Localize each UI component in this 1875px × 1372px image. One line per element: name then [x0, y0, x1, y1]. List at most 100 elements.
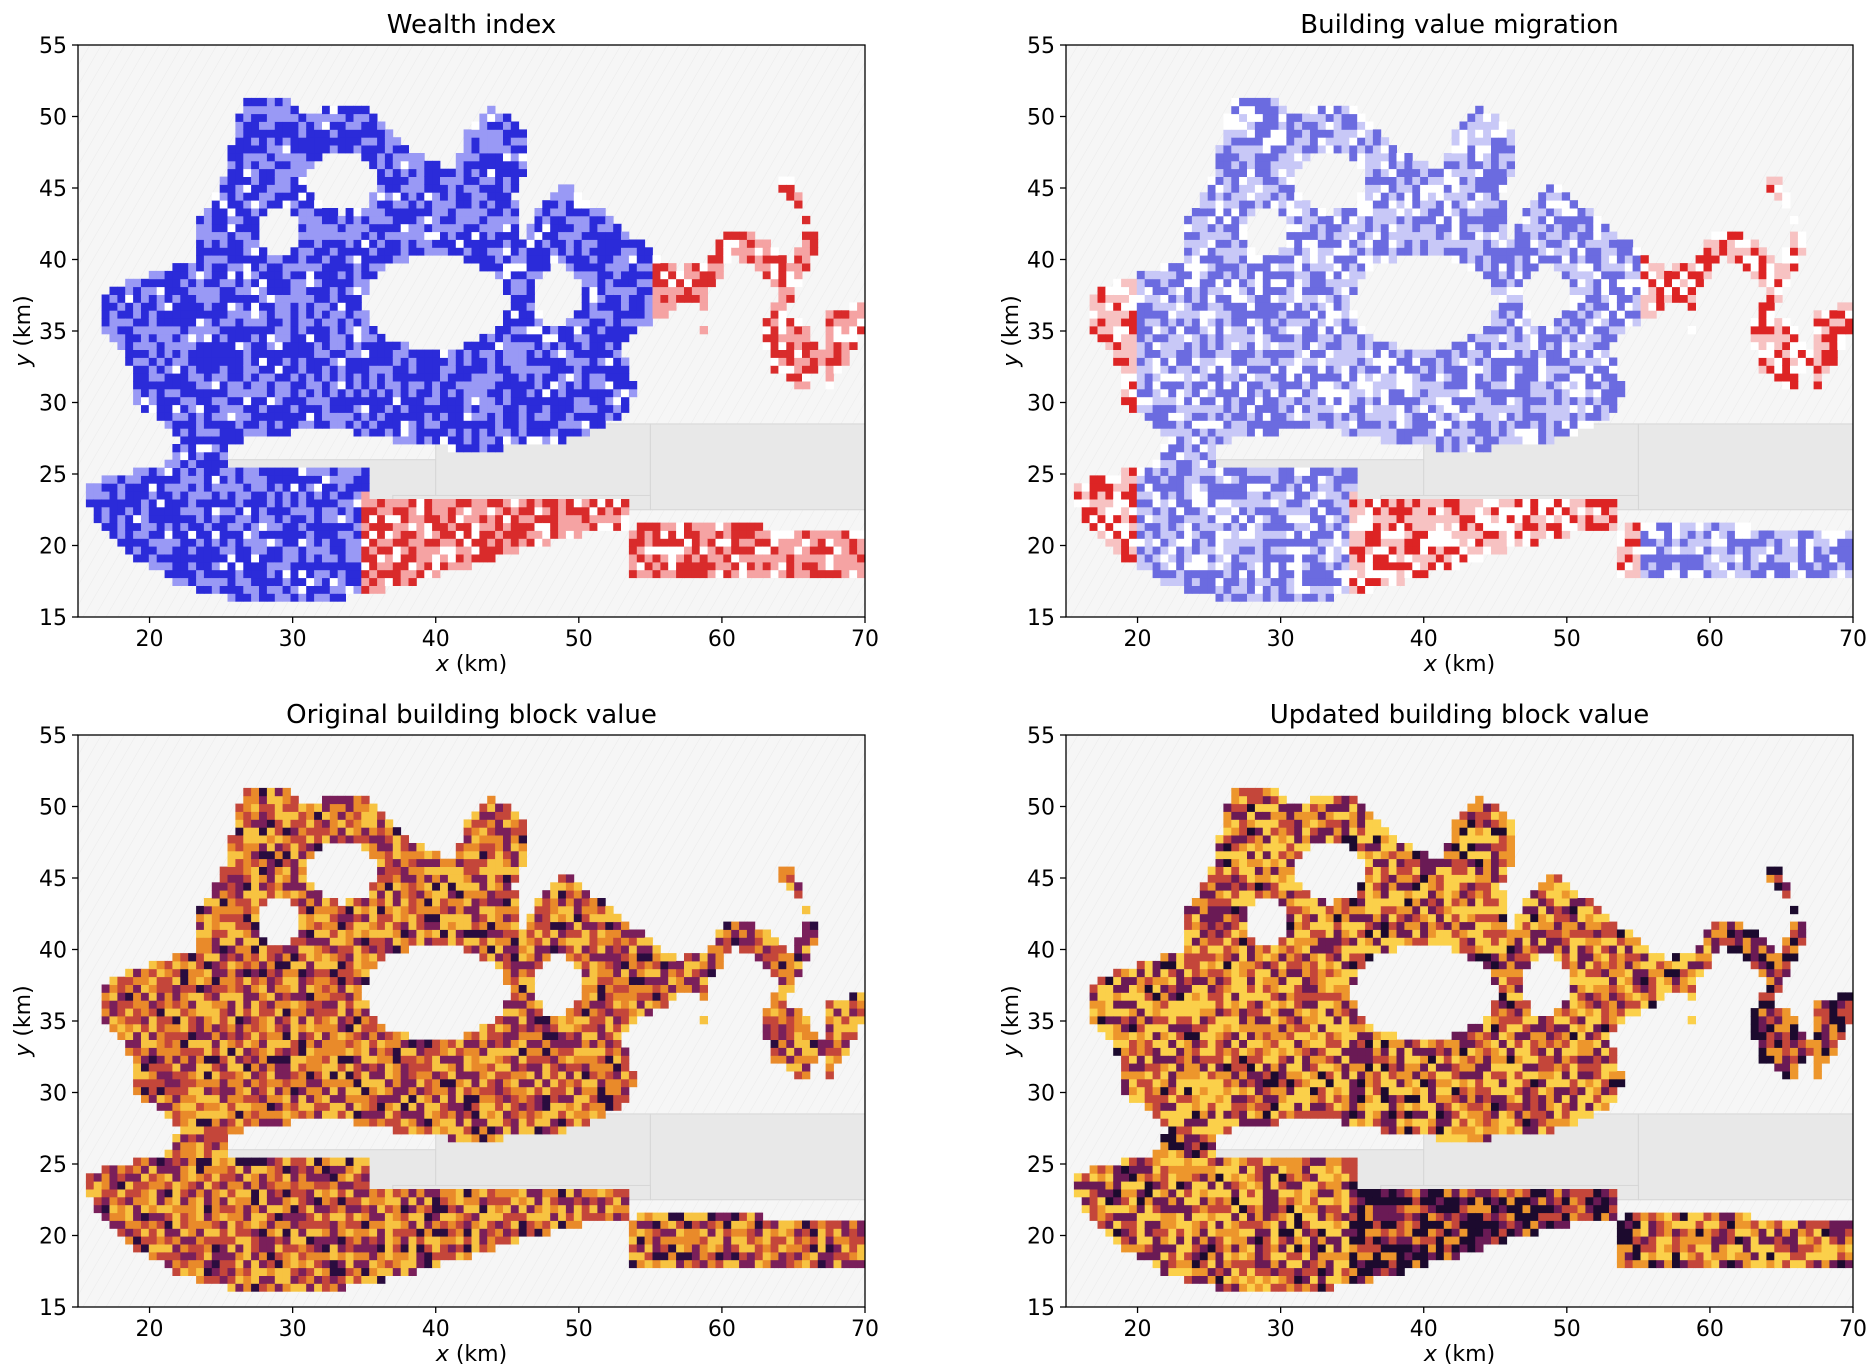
heatmap-cell	[266, 302, 276, 311]
heatmap-cell	[93, 483, 102, 492]
heatmap-cell	[203, 561, 213, 571]
heatmap-cell	[1333, 569, 1342, 579]
heatmap-cell	[306, 208, 315, 217]
heatmap-cell	[274, 506, 284, 516]
heatmap-cell	[1333, 341, 1342, 350]
heatmap-cell	[1254, 585, 1264, 594]
heatmap-cell	[558, 381, 567, 390]
heatmap-cell	[1184, 530, 1193, 539]
heatmap-cell	[282, 412, 291, 421]
heatmap-cell	[345, 396, 354, 406]
heatmap-cell	[495, 223, 504, 233]
heatmap-cell	[770, 333, 779, 343]
heatmap-cell	[455, 561, 465, 571]
heatmap-cell	[117, 483, 126, 492]
heatmap-cell	[1262, 113, 1272, 122]
heatmap-cell	[235, 192, 244, 201]
heatmap-cell	[1396, 168, 1405, 177]
heatmap-cell	[1349, 420, 1358, 429]
heatmap-cell	[416, 200, 425, 209]
heatmap-cell	[1176, 554, 1185, 563]
heatmap-cell	[1372, 341, 1382, 350]
heatmap-cell	[392, 381, 402, 390]
heatmap-cell	[621, 302, 630, 311]
heatmap-cell	[306, 404, 315, 413]
heatmap-cell	[1223, 121, 1232, 130]
heatmap-cell	[392, 137, 402, 146]
heatmap-cell	[487, 404, 496, 413]
heatmap-cell	[117, 514, 126, 524]
heatmap-cell	[345, 263, 354, 272]
heatmap-cell	[203, 585, 213, 594]
heatmap-cell	[219, 475, 228, 484]
heatmap-cell	[447, 499, 457, 508]
heatmap-cell	[463, 506, 472, 516]
heatmap-cell	[1207, 561, 1216, 571]
heatmap-cell	[699, 569, 708, 579]
heatmap-cell	[597, 388, 606, 398]
heatmap-cell	[1247, 475, 1256, 484]
heatmap-cell	[597, 263, 606, 272]
heatmap-cell	[1176, 538, 1185, 547]
heatmap-cell	[1278, 554, 1287, 563]
heatmap-cell	[621, 310, 630, 319]
heatmap-cell	[1341, 105, 1350, 115]
heatmap-cell	[416, 176, 425, 185]
heatmap-cell	[1333, 263, 1342, 272]
heatmap-cell	[487, 499, 496, 508]
heatmap-cell	[1247, 263, 1256, 272]
heatmap-cell	[1365, 168, 1374, 177]
heatmap-cell	[400, 412, 409, 421]
heatmap-cell	[290, 396, 299, 406]
heatmap-cell	[1294, 302, 1303, 311]
heatmap-cell	[377, 357, 386, 366]
heatmap-cell	[1168, 444, 1177, 453]
heatmap-cell	[298, 593, 307, 602]
heatmap-cell	[1144, 349, 1153, 358]
heatmap-cell	[1254, 200, 1264, 209]
heatmap-cell	[306, 247, 315, 256]
heatmap-cell	[306, 412, 315, 421]
heatmap-cell	[1302, 215, 1311, 225]
heatmap-cell	[1310, 381, 1319, 390]
heatmap-cell	[1286, 247, 1295, 256]
heatmap-cell	[1388, 215, 1397, 225]
heatmap-cell	[833, 318, 842, 327]
heatmap-cell	[227, 396, 236, 406]
heatmap-cell	[306, 278, 315, 288]
heatmap-cell	[463, 231, 472, 240]
heatmap-cell	[180, 294, 189, 303]
heatmap-cell	[495, 522, 504, 531]
heatmap-cell	[510, 137, 520, 146]
heatmap-cell	[266, 412, 276, 421]
heatmap-cell	[597, 412, 606, 421]
heatmap-cell	[1286, 200, 1295, 209]
heatmap-cell	[196, 310, 205, 319]
heatmap-cell	[1286, 341, 1295, 350]
heatmap-cell	[1357, 357, 1366, 366]
heatmap-cell	[778, 294, 787, 303]
heatmap-cell	[369, 239, 378, 248]
heatmap-cell	[298, 349, 307, 358]
heatmap-cell	[1294, 223, 1303, 233]
heatmap-cell	[1231, 129, 1240, 138]
heatmap-cell	[369, 215, 378, 225]
heatmap-cell	[440, 168, 449, 177]
heatmap-cell	[384, 200, 394, 209]
heatmap-cell	[1396, 538, 1405, 547]
heatmap-cell	[235, 255, 244, 264]
heatmap-cell	[1302, 239, 1311, 248]
heatmap-cell	[392, 208, 402, 217]
heatmap-cell	[1129, 506, 1138, 516]
heatmap-cell	[471, 184, 480, 193]
heatmap-cell	[573, 522, 583, 531]
heatmap-cell	[259, 121, 268, 130]
heatmap-cell	[259, 145, 268, 154]
heatmap-cell	[141, 514, 150, 524]
heatmap-cell	[1365, 137, 1374, 146]
heatmap-cell	[1404, 561, 1413, 571]
heatmap-cell	[432, 428, 441, 437]
heatmap-cell	[1199, 404, 1209, 413]
heatmap-cell	[211, 475, 221, 484]
heatmap-cell	[408, 546, 417, 555]
